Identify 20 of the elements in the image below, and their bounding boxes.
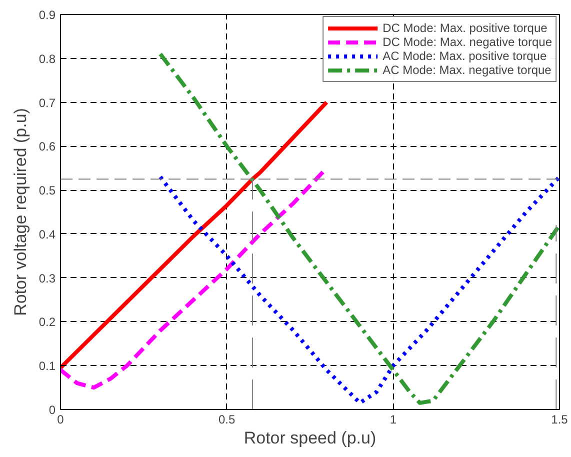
- y-tick-label: 0.6: [38, 140, 56, 154]
- y-tick-label: 0.3: [38, 271, 56, 286]
- y-tick-label: 0.9: [38, 8, 56, 22]
- y-tick-label: 0: [48, 403, 56, 417]
- legend-label: AC Mode: Max. positive torque: [382, 49, 547, 63]
- y-tick-label: 0.8: [38, 52, 56, 66]
- x-tick-label: 1: [390, 412, 397, 426]
- x-axis-title: Rotor speed (p.u): [244, 428, 376, 448]
- x-tick-label: 0.5: [218, 412, 236, 426]
- x-tick-label: 1.5: [551, 412, 568, 426]
- legend-label: DC Mode: Max. positive torque: [382, 21, 548, 35]
- y-axis-title: Rotor voltage required (p.u): [10, 108, 30, 316]
- legend-label: AC Mode: Max. negative torque: [382, 63, 552, 77]
- y-tick-label: 0.5: [38, 184, 56, 198]
- y-tick-label: 0.1: [38, 359, 56, 374]
- y-tick-label: 0.4: [38, 227, 56, 242]
- y-tick-label: 0.2: [38, 315, 56, 330]
- x-tick-label: 0: [57, 412, 64, 426]
- legend-label: DC Mode: Max. negative torque: [382, 35, 552, 49]
- y-tick-label: 0.7: [38, 96, 56, 110]
